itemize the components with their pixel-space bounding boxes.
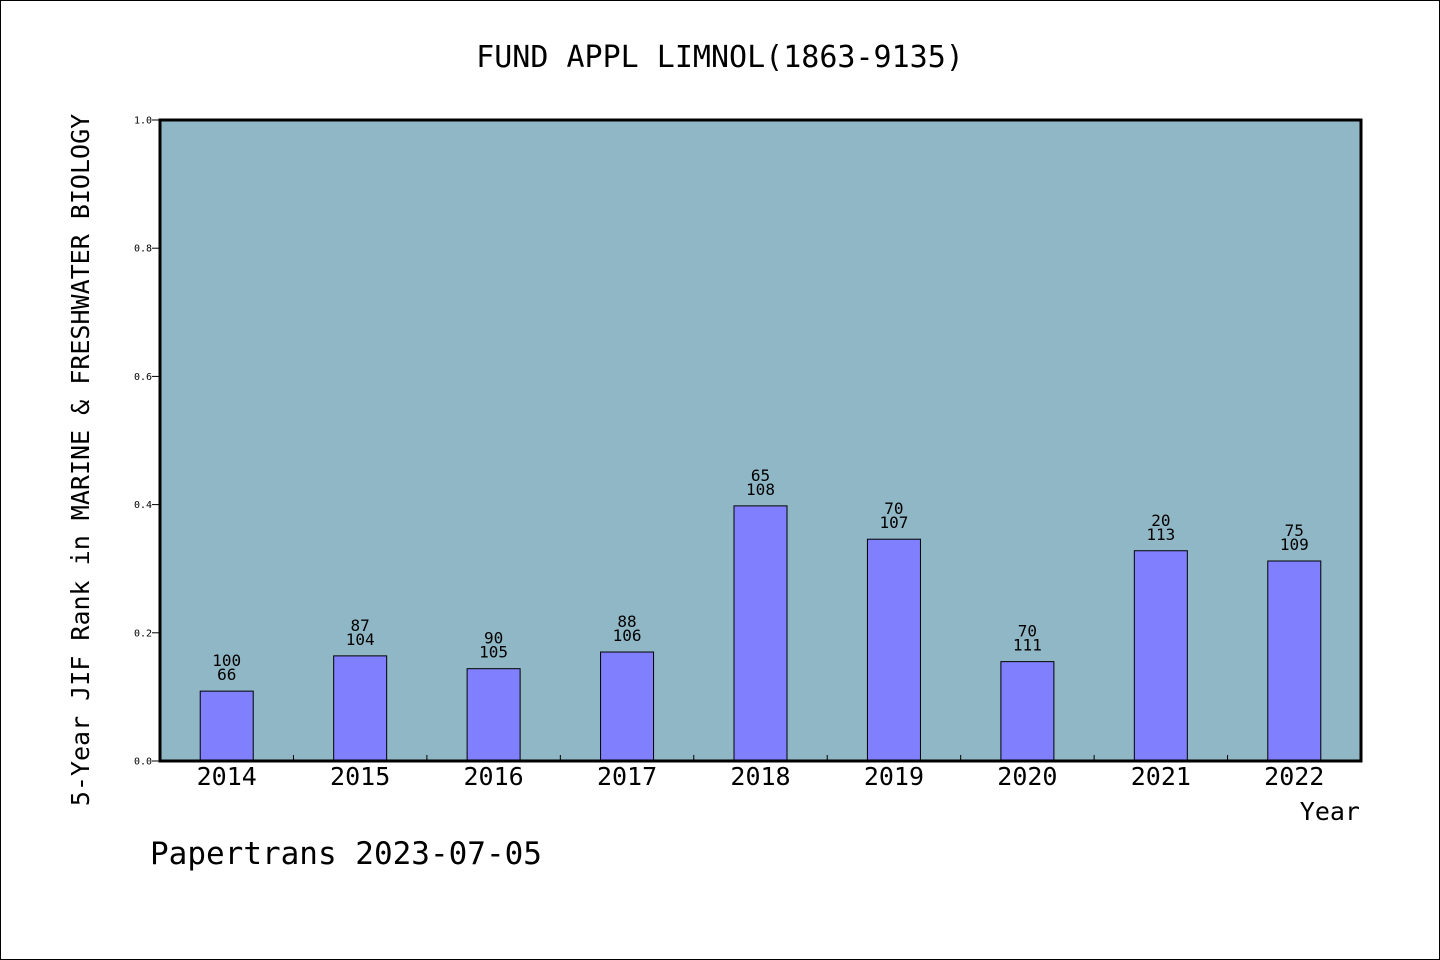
bar-2014 <box>199 690 254 762</box>
x-tick-label: 2014 <box>197 762 257 791</box>
bar-2016 <box>466 668 521 762</box>
bar-rank-label: 113 <box>1146 525 1175 544</box>
bar-rank-label: 109 <box>1280 535 1309 554</box>
chart-title: FUND APPL LIMNOL(1863-9135) <box>476 40 964 75</box>
bar-count-label: 90 <box>484 629 503 648</box>
bar-count-label: 20 <box>1151 511 1170 530</box>
bar-count-label: 88 <box>617 612 636 631</box>
x-tick-label: 2015 <box>330 762 390 791</box>
bar-rank-label: 66 <box>217 665 236 684</box>
bar-2020 <box>1000 661 1055 762</box>
x-tick-label: 2016 <box>464 762 524 791</box>
x-tick-group: 2014 2015 2016 2017 2018 2019 2020 2021 2022 <box>197 755 1324 791</box>
x-tick-label: 2017 <box>597 762 657 791</box>
bar-2019 <box>866 538 921 762</box>
bar-2022 <box>1267 560 1322 762</box>
x-tick-label: 2022 <box>1264 762 1324 791</box>
bar-rank-label: 108 <box>746 480 775 499</box>
bar-rank-label: 107 <box>879 513 908 532</box>
bar-count-label: 87 <box>351 616 370 635</box>
y-axis-label: 5-Year JIF Rank in MARINE & FRESHWATER B… <box>66 114 95 806</box>
bar-rank-label: 104 <box>346 630 375 649</box>
bar-count-label: 65 <box>751 466 770 485</box>
y-tick-label: 0.2 <box>134 628 152 639</box>
footer-text: Papertrans 2023-07-05 <box>150 836 542 872</box>
y-tick-label: 0.4 <box>134 500 152 511</box>
y-tick-group: 0.0 0.2 0.4 0.6 0.8 1.0 <box>134 116 160 768</box>
plot-border <box>158 118 1363 763</box>
x-tick-label: 2020 <box>997 762 1057 791</box>
y-tick-label: 0.6 <box>134 372 152 383</box>
bar-count-label: 100 <box>212 651 241 670</box>
bar-group <box>199 505 1322 762</box>
x-tick-label: 2021 <box>1131 762 1191 791</box>
bar-2017 <box>600 651 655 762</box>
y-tick-label: 1.0 <box>134 116 152 127</box>
bar-count-label: 70 <box>1018 622 1037 641</box>
y-tick-label: 0.0 <box>134 757 152 768</box>
bar-2018 <box>733 505 788 762</box>
x-tick-label: 2018 <box>730 762 790 791</box>
y-tick-label: 0.8 <box>134 244 152 255</box>
bar-rank-label: 105 <box>479 643 508 662</box>
x-axis-label: Year <box>1300 797 1360 826</box>
x-tick-label: 2019 <box>864 762 924 791</box>
bar-count-label: 70 <box>884 499 903 518</box>
bar-2021 <box>1133 550 1188 762</box>
bar-rank-label: 111 <box>1013 636 1042 655</box>
bar-2015 <box>333 655 388 762</box>
bar-count-label: 75 <box>1285 521 1304 540</box>
bar-rank-label: 106 <box>613 626 642 645</box>
